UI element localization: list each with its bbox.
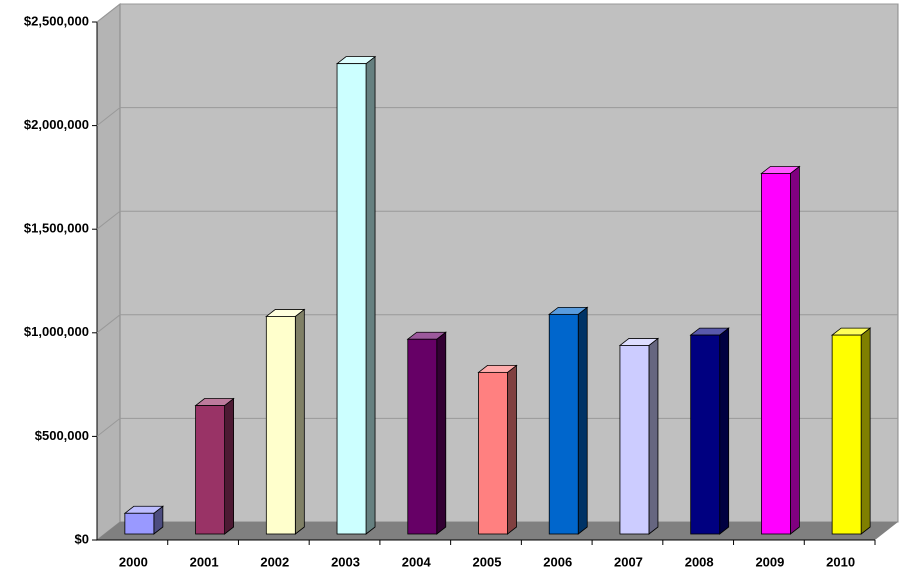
x-tick-label: 2010 xyxy=(826,554,855,569)
bar-side xyxy=(860,327,871,535)
bar-side xyxy=(790,165,800,535)
bar xyxy=(124,512,155,535)
bar xyxy=(690,334,721,535)
x-tick-label: 2004 xyxy=(402,554,432,569)
grid-line xyxy=(96,210,898,230)
bar xyxy=(831,334,862,535)
x-tick-label: 2000 xyxy=(119,554,148,569)
bar xyxy=(195,405,225,535)
x-tick-label: 2006 xyxy=(543,554,572,569)
x-tick-label: 2003 xyxy=(331,554,360,569)
bar xyxy=(548,313,579,535)
bar xyxy=(478,371,508,535)
y-tick-label: $2,500,000 xyxy=(24,13,89,28)
x-tick-label: 2008 xyxy=(685,554,714,569)
bar xyxy=(336,63,367,535)
x-tick-label: 2001 xyxy=(190,554,219,569)
x-tick-label: 2007 xyxy=(614,554,643,569)
bar-side xyxy=(507,364,517,535)
grid-line xyxy=(96,314,898,334)
x-tick-label: 2002 xyxy=(260,554,289,569)
bar-side xyxy=(436,331,447,535)
y-tick-label: $2,000,000 xyxy=(24,117,89,132)
bar xyxy=(619,345,650,535)
bar-side xyxy=(648,337,659,535)
y-tick-label: $500,000 xyxy=(35,428,89,443)
y-tick-label: $1,000,000 xyxy=(24,324,89,339)
x-tick-label: 2005 xyxy=(473,554,502,569)
bar-side xyxy=(224,397,234,535)
bar-side xyxy=(294,308,305,535)
bar-side xyxy=(577,306,588,535)
grid-line xyxy=(96,3,898,23)
bar-side xyxy=(719,327,730,535)
x-tick-label: 2009 xyxy=(755,554,784,569)
bar xyxy=(265,316,296,535)
bar-side xyxy=(365,55,376,535)
bar xyxy=(761,173,791,535)
side-wall xyxy=(96,2,121,542)
grid-line xyxy=(96,107,898,126)
y-tick-label: $1,500,000 xyxy=(24,221,89,236)
y-tick-label: $0 xyxy=(75,531,89,546)
bar xyxy=(407,338,438,535)
